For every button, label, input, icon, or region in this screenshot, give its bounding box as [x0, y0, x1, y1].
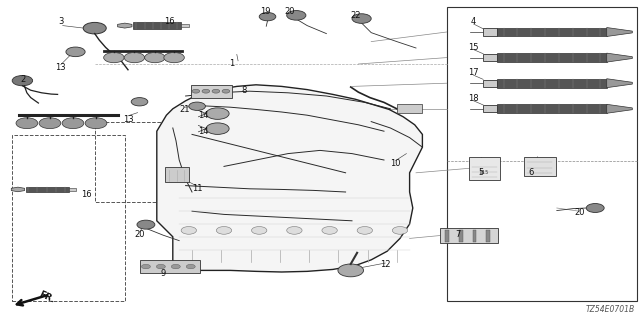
Circle shape	[206, 123, 229, 134]
Polygon shape	[607, 53, 632, 62]
Circle shape	[357, 227, 372, 234]
Bar	[497, 28, 607, 36]
Circle shape	[66, 47, 85, 57]
Bar	[397, 104, 422, 113]
Circle shape	[104, 52, 124, 63]
Circle shape	[392, 227, 408, 234]
Circle shape	[83, 22, 106, 34]
Text: 13: 13	[123, 115, 133, 124]
Text: 20: 20	[134, 230, 145, 239]
Circle shape	[338, 264, 364, 277]
Text: 16: 16	[164, 17, 175, 26]
Circle shape	[145, 52, 165, 63]
Text: TZ54E0701B: TZ54E0701B	[586, 305, 635, 314]
Bar	[459, 230, 463, 242]
Circle shape	[189, 102, 205, 110]
Bar	[95, 122, 191, 202]
Text: 14: 14	[198, 127, 209, 136]
Text: 20: 20	[574, 208, 584, 217]
Text: FR.: FR.	[37, 290, 56, 305]
Text: 8: 8	[242, 86, 247, 95]
Text: 16: 16	[81, 190, 92, 199]
Circle shape	[259, 12, 276, 21]
Circle shape	[222, 89, 230, 93]
Circle shape	[141, 264, 150, 269]
Text: 19: 19	[260, 7, 271, 16]
Bar	[497, 53, 607, 62]
Circle shape	[586, 204, 604, 212]
Circle shape	[131, 98, 148, 106]
Text: 20: 20	[284, 7, 294, 16]
Circle shape	[322, 227, 337, 234]
Text: 3: 3	[58, 17, 63, 26]
Text: 11: 11	[192, 184, 202, 193]
Text: 15: 15	[468, 43, 479, 52]
Text: 18: 18	[468, 94, 479, 103]
Bar	[191, 85, 232, 98]
Text: 7: 7	[455, 230, 460, 239]
Circle shape	[85, 118, 107, 129]
Circle shape	[181, 227, 196, 234]
Circle shape	[164, 52, 184, 63]
Circle shape	[186, 264, 195, 269]
Text: 10: 10	[390, 159, 401, 168]
Bar	[69, 188, 76, 191]
Text: 4: 4	[471, 17, 476, 26]
Bar	[486, 230, 490, 242]
Bar	[440, 228, 498, 243]
Text: 5: 5	[479, 168, 484, 177]
Text: 17: 17	[468, 68, 479, 77]
Bar	[497, 104, 607, 113]
Circle shape	[287, 227, 302, 234]
Bar	[140, 260, 200, 273]
Bar	[133, 22, 181, 29]
Circle shape	[287, 11, 306, 20]
Bar	[447, 7, 637, 301]
Circle shape	[192, 89, 200, 93]
Text: 9: 9	[161, 269, 166, 278]
Polygon shape	[157, 85, 422, 272]
Circle shape	[156, 264, 165, 269]
Circle shape	[206, 108, 229, 119]
Circle shape	[202, 89, 210, 93]
Circle shape	[62, 118, 84, 129]
Circle shape	[216, 227, 232, 234]
Circle shape	[212, 89, 220, 93]
Bar	[483, 28, 497, 36]
Polygon shape	[607, 104, 632, 113]
Bar	[483, 105, 497, 112]
Bar	[181, 24, 189, 27]
Bar	[26, 187, 69, 192]
Circle shape	[39, 118, 61, 129]
Text: 13: 13	[56, 63, 66, 72]
Circle shape	[12, 76, 33, 86]
Bar	[469, 157, 500, 180]
Text: 6: 6	[529, 168, 534, 177]
Circle shape	[352, 14, 371, 23]
Text: 2: 2	[20, 75, 26, 84]
Circle shape	[137, 220, 155, 229]
Polygon shape	[12, 187, 24, 192]
Bar	[12, 135, 125, 301]
Bar	[165, 167, 189, 182]
Circle shape	[16, 118, 38, 129]
Bar	[497, 79, 607, 88]
Circle shape	[124, 52, 145, 63]
Bar	[483, 54, 497, 61]
Bar	[472, 230, 476, 242]
Circle shape	[252, 227, 267, 234]
Polygon shape	[607, 79, 632, 88]
Text: 22: 22	[350, 11, 360, 20]
Bar	[445, 230, 449, 242]
Circle shape	[172, 264, 180, 269]
Text: 12: 12	[380, 260, 390, 269]
Text: 21: 21	[179, 105, 189, 114]
Polygon shape	[118, 23, 132, 28]
Bar	[483, 80, 497, 87]
Bar	[524, 157, 556, 176]
Text: 14: 14	[198, 111, 209, 120]
Text: ø15: ø15	[480, 170, 489, 175]
Polygon shape	[607, 28, 632, 36]
Text: 1: 1	[229, 59, 234, 68]
